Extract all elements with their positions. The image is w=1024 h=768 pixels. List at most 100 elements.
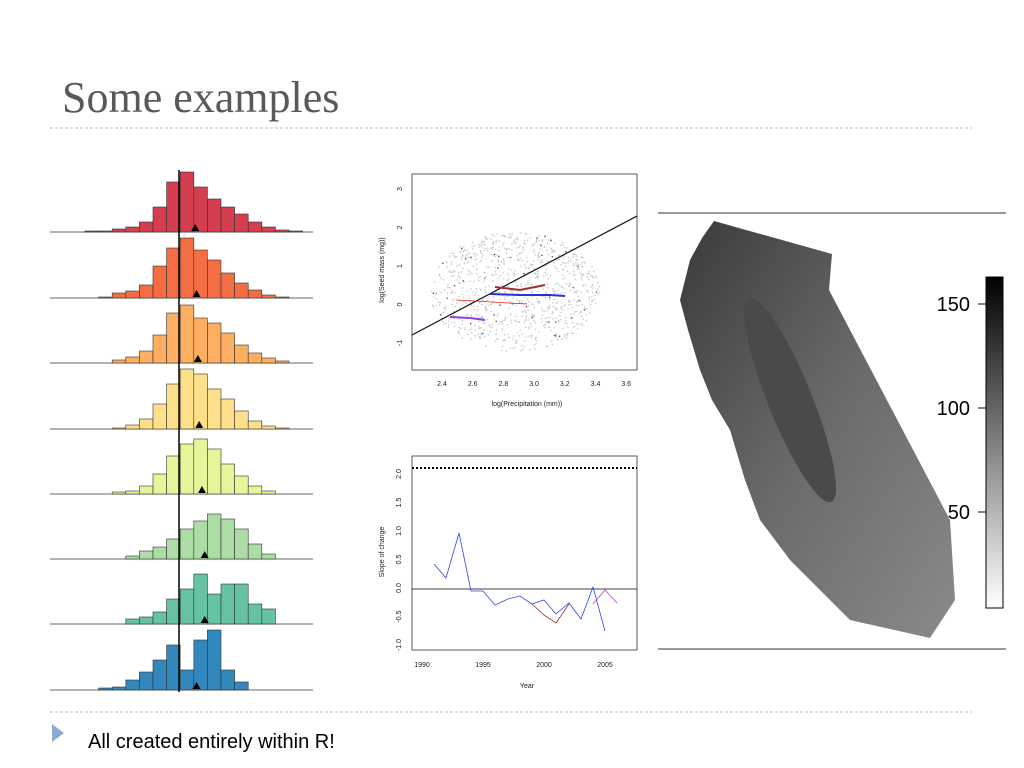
- scatter-point: [563, 277, 566, 279]
- scatter-point: [462, 245, 465, 248]
- scatter-point: [486, 309, 488, 311]
- scatter-point: [549, 275, 552, 277]
- scatter-point: [505, 248, 507, 251]
- scatter-point: [581, 279, 584, 281]
- scatter-point: [482, 299, 485, 301]
- scatter-point: [495, 273, 497, 276]
- scatter-point: [497, 291, 500, 294]
- scatter-point: [538, 256, 540, 258]
- scatter-point: [484, 258, 486, 260]
- scatter-point: [494, 270, 497, 273]
- scatter-point: [480, 316, 482, 318]
- scatter-point: [556, 308, 558, 311]
- scatter-point: [585, 319, 588, 322]
- fit-line: [411, 215, 638, 336]
- scatter-point: [534, 348, 536, 350]
- scatter-point: [458, 264, 461, 266]
- scatter-point: [529, 264, 532, 266]
- scatter-point: [545, 310, 548, 312]
- scatter-point: [510, 319, 512, 321]
- series-line: [592, 589, 618, 605]
- scatter-point: [575, 261, 577, 264]
- scatter-point: [591, 296, 593, 298]
- histogram-bar: [125, 226, 140, 233]
- scatter-point: [551, 251, 553, 254]
- scatter-point: [552, 288, 554, 290]
- timeseries-figure: 1990 1995 2000 2005 -1.0 -0.5 0.0 0.5 1.0 1.5 2.0 Y…: [379, 455, 638, 690]
- y-tick-label: 0.0: [396, 583, 403, 593]
- scatter-point: [460, 249, 463, 252]
- scatter-point: [579, 300, 581, 303]
- scatter-point: [512, 297, 515, 300]
- histogram-bar: [125, 290, 140, 299]
- scatter-point: [573, 312, 575, 315]
- scatter-point: [457, 272, 460, 274]
- scatter-point: [545, 268, 547, 271]
- scatter-point: [520, 344, 523, 347]
- scatter-point: [477, 333, 479, 335]
- scatter-point: [509, 289, 512, 292]
- scatter-point: [544, 323, 546, 326]
- scatter-point: [561, 285, 564, 288]
- scatter-point: [486, 249, 489, 252]
- scatter-point: [577, 295, 580, 297]
- scatter-point: [579, 310, 582, 313]
- mean-marker: [195, 421, 204, 428]
- scatter-point: [562, 244, 564, 246]
- scatter-figure: 2.4 2.6 2.8 3.0 3.2 3.4 3.6 -1 0 1 2 3 log(Precipita…: [379, 173, 638, 408]
- scatter-point: [538, 248, 541, 251]
- scatter-point: [484, 236, 486, 238]
- scatter-point: [521, 299, 524, 302]
- scatter-point: [538, 251, 540, 254]
- scatter-point: [474, 255, 476, 257]
- scatter-point: [502, 272, 504, 274]
- histogram-bar: [261, 490, 276, 495]
- scatter-point: [461, 304, 464, 306]
- scatter-point: [476, 254, 479, 256]
- scatter-point: [474, 329, 476, 331]
- mean-marker: [192, 290, 201, 297]
- scatter-point: [501, 349, 503, 352]
- scatter-point: [495, 329, 498, 331]
- scatter-point: [562, 278, 564, 281]
- scatter-point: [559, 244, 562, 247]
- scatter-point: [506, 285, 509, 287]
- scatter-point: [569, 260, 572, 263]
- scatter-point: [461, 254, 464, 257]
- histogram-bar: [139, 418, 154, 430]
- scatter-point: [466, 273, 469, 276]
- scatter-point: [592, 276, 595, 279]
- scatter-point: [597, 281, 599, 284]
- scatter-point: [438, 274, 441, 277]
- scatter-point: [541, 240, 544, 243]
- scatter-point: [485, 308, 487, 310]
- scatter-point: [569, 289, 572, 292]
- scatter-point: [490, 253, 493, 256]
- x-tick-label: 1995: [475, 662, 491, 669]
- scatter-point: [488, 296, 490, 298]
- scatter-point: [467, 256, 470, 259]
- scatter-point: [517, 258, 519, 260]
- scatter-point: [490, 310, 492, 313]
- scatter-point: [598, 285, 601, 288]
- scatter-point: [511, 303, 514, 306]
- scatter-point: [553, 250, 556, 252]
- scatter-point: [533, 242, 536, 245]
- scatter-point: [562, 269, 565, 271]
- scatter-point: [498, 322, 500, 325]
- scatter-point: [454, 292, 457, 294]
- scatter-point: [567, 308, 569, 310]
- scatter-point: [542, 275, 545, 278]
- scatter-point: [470, 331, 473, 334]
- scatter-point: [459, 307, 461, 309]
- scatter-point: [447, 326, 450, 329]
- scatter-point: [527, 319, 530, 321]
- scatter-point: [475, 287, 478, 290]
- scatter-point: [489, 325, 491, 328]
- scatter-point: [503, 298, 506, 301]
- histogram-bar: [152, 403, 167, 430]
- scatter-point: [557, 282, 559, 285]
- scatter-point: [462, 280, 465, 282]
- scatter-point: [449, 271, 451, 273]
